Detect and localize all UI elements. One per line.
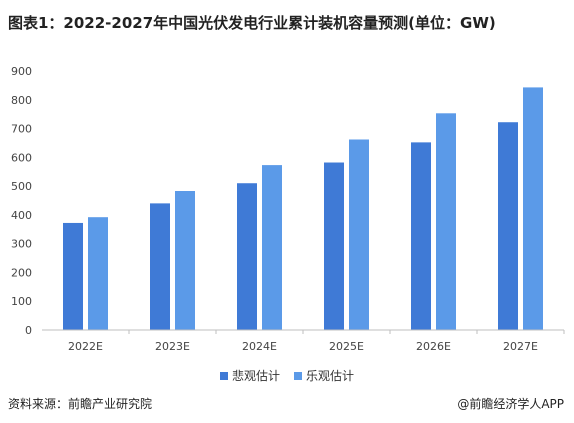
legend-swatch-optimistic: [294, 371, 302, 380]
bar-optimistic: [262, 165, 282, 330]
y-tick-label: 200: [11, 266, 32, 279]
x-tick-label: 2024E: [242, 340, 277, 353]
bar-pessimistic: [324, 162, 344, 330]
x-tick-label: 2027E: [503, 340, 538, 353]
bar-pessimistic: [498, 122, 518, 330]
y-tick-label: 800: [11, 94, 32, 107]
legend-swatch-pessimistic: [219, 371, 228, 380]
brand-label: @前瞻经济学人APP: [457, 397, 564, 411]
legend-label-pessimistic: 悲观估计: [231, 369, 280, 383]
bars: [63, 87, 543, 330]
legend: 悲观估计 乐观估计: [0, 367, 574, 384]
x-tick-label: 2023E: [155, 340, 190, 353]
bar-pessimistic: [63, 222, 83, 330]
y-tick-label: 100: [11, 295, 32, 308]
y-tick-label: 500: [11, 180, 32, 193]
source-note: 资料来源：前瞻产业研究院: [8, 397, 153, 411]
bar-pessimistic: [411, 142, 431, 330]
x-tick-label: 2022E: [68, 340, 103, 353]
bar-optimistic: [349, 139, 369, 330]
x-tick-label: 2026E: [416, 340, 451, 353]
x-tick-label: 2025E: [329, 340, 364, 353]
y-axis: 0 100 200 300 400 500 600 700 800 900: [11, 65, 32, 337]
bar-optimistic: [523, 87, 543, 330]
bar-optimistic: [175, 191, 195, 330]
y-tick-label: 0: [25, 324, 32, 337]
bar-optimistic: [88, 217, 108, 330]
y-tick-label: 300: [11, 238, 32, 251]
y-tick-label: 700: [11, 123, 32, 136]
footer: 资料来源：前瞻产业研究院 @前瞻经济学人APP: [8, 395, 564, 412]
chart-title: 图表1：2022-2027年中国光伏发电行业累计装机容量预测(单位：GW): [8, 14, 496, 32]
bar-pessimistic: [150, 203, 170, 330]
y-tick-label: 600: [11, 151, 32, 164]
legend-item-pessimistic: 悲观估计: [219, 367, 280, 384]
legend-label-optimistic: 乐观估计: [306, 369, 355, 383]
x-axis: 2022E 2023E 2024E 2025E 2026E 2027E: [42, 329, 565, 353]
bar-pessimistic: [237, 183, 257, 330]
legend-item-optimistic: 乐观估计: [294, 367, 354, 384]
bar-optimistic: [436, 113, 456, 330]
y-tick-label: 400: [11, 209, 32, 222]
y-tick-label: 900: [11, 65, 32, 78]
